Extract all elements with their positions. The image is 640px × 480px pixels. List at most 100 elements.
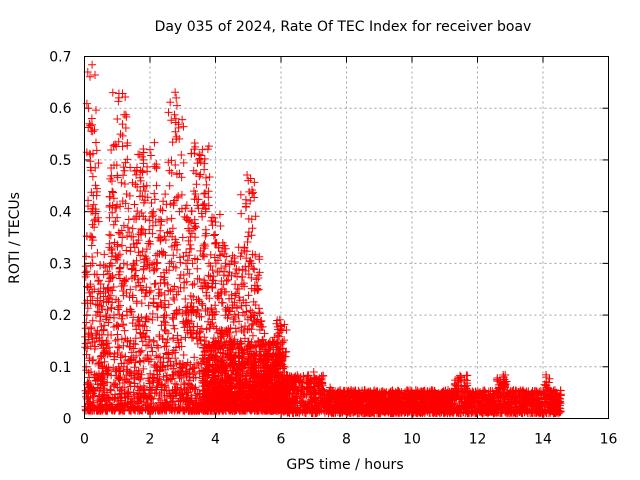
data-point — [183, 265, 192, 274]
data-point — [198, 251, 207, 260]
data-point — [189, 322, 198, 331]
data-point — [96, 317, 105, 326]
data-point — [112, 321, 121, 330]
data-point — [142, 254, 151, 263]
data-point — [244, 214, 253, 223]
data-point — [206, 250, 215, 259]
data-point — [242, 254, 251, 263]
data-point — [232, 327, 241, 336]
data-point — [105, 239, 114, 248]
data-point — [157, 247, 166, 256]
data-point — [113, 305, 122, 314]
data-point — [111, 217, 120, 226]
data-point — [86, 121, 95, 130]
data-point — [163, 280, 172, 289]
data-point — [245, 324, 254, 333]
data-point — [174, 192, 183, 201]
data-point — [166, 362, 175, 371]
data-point — [153, 249, 162, 258]
data-point — [138, 167, 147, 176]
data-point — [89, 200, 98, 209]
data-point — [142, 312, 151, 321]
data-point — [192, 180, 201, 189]
data-point — [161, 251, 170, 260]
y-tick-label: 0.5 — [49, 153, 71, 169]
data-point — [176, 371, 185, 380]
data-point — [148, 229, 157, 238]
data-point — [94, 277, 103, 286]
data-point — [181, 303, 190, 312]
data-point — [158, 206, 167, 215]
data-point — [169, 334, 178, 343]
data-point — [134, 369, 143, 378]
data-point — [226, 307, 234, 316]
data-point — [108, 273, 117, 282]
data-point — [130, 167, 139, 176]
data-point — [130, 200, 139, 209]
x-tick-label: 14 — [534, 432, 552, 448]
data-point — [115, 310, 124, 319]
data-point — [141, 252, 150, 261]
data-point — [106, 385, 115, 394]
data-point — [177, 173, 186, 182]
data-point — [170, 110, 179, 119]
grid-lines — [84, 56, 609, 419]
data-point — [118, 279, 127, 288]
data-point — [237, 301, 246, 310]
data-point — [109, 220, 118, 229]
data-point — [171, 367, 180, 376]
data-point — [216, 221, 225, 230]
data-point — [82, 267, 91, 276]
data-point — [204, 317, 213, 326]
data-point — [201, 173, 210, 182]
data-point — [154, 394, 163, 403]
data-point — [87, 241, 96, 250]
data-point — [91, 106, 100, 115]
data-point — [183, 213, 192, 222]
data-point — [144, 301, 153, 310]
data-point — [236, 252, 245, 261]
data-point — [154, 343, 163, 352]
data-point — [125, 378, 134, 387]
data-point — [81, 262, 90, 271]
data-point — [121, 199, 130, 208]
data-point — [260, 329, 269, 338]
data-point — [153, 374, 162, 383]
data-point — [176, 258, 185, 267]
data-point — [139, 364, 148, 373]
x-tick-label: 16 — [600, 432, 618, 448]
data-point — [167, 257, 176, 266]
data-point — [186, 360, 195, 369]
data-point — [239, 279, 248, 288]
data-point — [96, 312, 105, 321]
data-point — [128, 224, 137, 233]
data-point — [243, 237, 252, 246]
data-point — [116, 301, 125, 310]
data-point — [119, 221, 128, 230]
data-point — [115, 343, 124, 352]
data-point — [231, 312, 240, 321]
data-point — [232, 264, 241, 273]
data-point — [167, 116, 176, 125]
data-point — [138, 247, 147, 256]
data-point — [166, 229, 175, 238]
data-point — [173, 331, 182, 340]
data-point — [81, 343, 90, 352]
data-point — [209, 231, 218, 240]
data-point — [91, 163, 100, 172]
data-point — [89, 355, 98, 364]
data-point — [165, 266, 174, 275]
data-point — [192, 169, 201, 178]
data-point — [140, 322, 149, 331]
data-point — [238, 273, 247, 282]
data-point — [217, 298, 226, 307]
data-point — [147, 355, 156, 364]
data-point — [160, 268, 169, 277]
data-point — [122, 190, 131, 199]
y-tick-label: 0.2 — [49, 308, 71, 324]
data-point — [227, 271, 236, 280]
data-point — [123, 232, 132, 241]
data-point — [139, 356, 148, 365]
data-point — [94, 276, 103, 285]
data-point — [155, 390, 164, 399]
